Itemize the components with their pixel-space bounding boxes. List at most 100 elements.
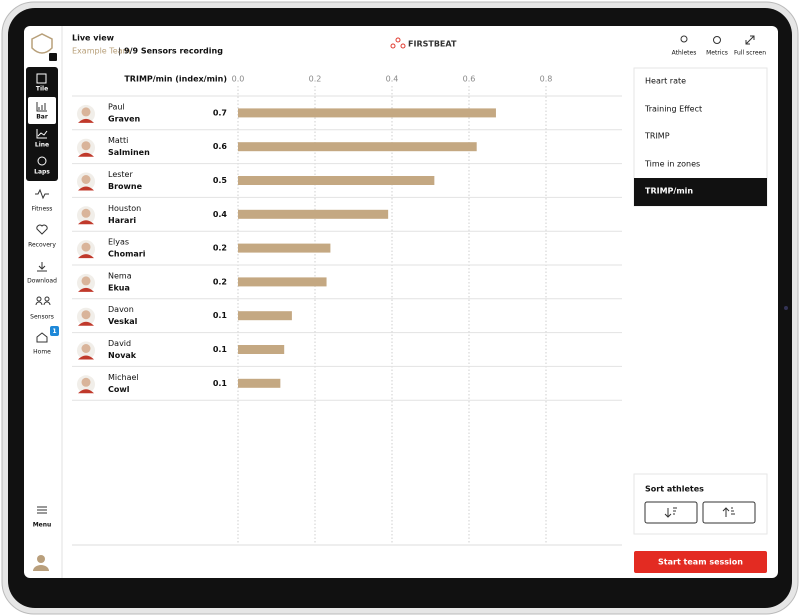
athlete-last-name: Novak	[108, 351, 137, 360]
chart-title: TRIMP/min (index/min)	[124, 75, 227, 84]
download-icon	[37, 262, 47, 272]
sensors-icon	[36, 296, 42, 302]
athlete-first-name: Nema	[108, 271, 132, 280]
start-session-button[interactable]	[634, 551, 767, 573]
athlete-avatar-shirt	[78, 287, 94, 292]
bar-icon	[36, 102, 47, 112]
home-badge	[50, 326, 59, 336]
athlete-avatar-face	[81, 107, 91, 117]
metric-option[interactable]: Heart rate	[645, 77, 686, 86]
athlete-last-name: Veskal	[108, 317, 138, 326]
athlete-avatar-face	[81, 344, 91, 353]
expand-button[interactable]	[49, 53, 57, 61]
athlete-last-name: Graven	[108, 114, 141, 123]
brand-logo	[390, 37, 406, 49]
x-tick-label: 0.0	[232, 75, 245, 84]
metric-option[interactable]: Time in zones	[644, 160, 700, 169]
sort-descending[interactable]	[644, 501, 698, 524]
athlete-avatar-face	[81, 141, 91, 151]
athlete-avatar-face	[81, 242, 91, 252]
nav-item[interactable]: Recovery	[28, 242, 56, 249]
nav-item[interactable]: Download	[27, 278, 57, 285]
bar	[238, 108, 496, 118]
menu-label[interactable]: Menu	[33, 522, 52, 529]
athlete-avatar-face	[81, 377, 91, 387]
recovery-icon	[36, 224, 48, 235]
view-tab[interactable]: Tile	[36, 86, 48, 93]
nav-item[interactable]: Fitness	[32, 206, 53, 213]
x-tick-label: 0.6	[463, 75, 476, 84]
sensor-status: 9/9 Sensors recording	[124, 47, 223, 56]
bar	[238, 378, 281, 388]
value-label: 0.7	[213, 108, 227, 117]
view-tab[interactable]: Line	[35, 142, 49, 149]
athlete-first-name: Elyas	[108, 238, 129, 247]
metric-option[interactable]: Training Effect	[644, 105, 702, 114]
view-tab[interactable]: Laps	[34, 169, 50, 176]
header-action[interactable]: Full screen	[734, 50, 766, 57]
x-tick-label: 0.4	[386, 75, 399, 84]
athlete-last-name: Harari	[108, 216, 136, 225]
sensors-icon	[44, 296, 50, 302]
sort-ascending[interactable]	[702, 501, 756, 524]
value-label: 0.6	[213, 142, 228, 151]
metric-option[interactable]: TRIMP	[644, 132, 670, 141]
fullscreen-icon	[745, 35, 755, 45]
home-icon	[36, 332, 48, 343]
athlete-last-name: Ekua	[108, 283, 130, 292]
view-tab[interactable]: Bar	[36, 114, 48, 121]
athlete-avatar-face	[81, 310, 91, 320]
bar	[238, 243, 331, 253]
athlete-last-name: Salminen	[108, 148, 150, 157]
home-badge-count: 1	[52, 328, 56, 335]
bar-chart: TRIMP/min (index/min) 0.0 0.2 0.4 0.6 0.8 Pau…	[72, 75, 622, 545]
app-logo[interactable]	[31, 33, 53, 54]
nav-item[interactable]: Sensors	[30, 314, 54, 321]
brand-name: FIRSTBEAT	[408, 40, 457, 49]
bar	[238, 209, 389, 219]
athlete-last-name: Cowl	[108, 385, 130, 394]
header-action[interactable]: Metrics	[706, 50, 728, 57]
sort-title: Sort athletes	[645, 485, 704, 494]
team-name[interactable]: Example Team	[72, 47, 131, 56]
value-label: 0.2	[213, 277, 227, 286]
athlete-avatar-face	[81, 276, 91, 286]
bar	[238, 176, 435, 185]
value-label: 0.1	[213, 311, 228, 320]
athlete-avatar-shirt	[78, 152, 94, 157]
bar	[238, 277, 327, 287]
start-session-label[interactable]: Start team session	[658, 558, 743, 567]
metrics-icon	[713, 36, 721, 44]
bar	[238, 142, 477, 152]
metric-option[interactable]: TRIMP/min	[645, 187, 693, 196]
nav-item[interactable]: Home	[33, 349, 51, 356]
camera	[784, 306, 788, 310]
athlete-avatar-shirt	[78, 254, 94, 259]
separator: |	[118, 47, 121, 56]
athlete-last-name: Browne	[108, 182, 143, 191]
line-icon	[36, 129, 48, 139]
x-tick-label: 0.2	[309, 75, 322, 84]
value-label: 0.5	[213, 176, 228, 185]
athlete-first-name: Michael	[108, 373, 139, 382]
x-tick-label: 0.8	[540, 75, 553, 84]
header-action[interactable]: Athletes	[672, 50, 697, 57]
user-avatar	[33, 565, 49, 571]
user-avatar[interactable]	[37, 555, 45, 563]
athlete-avatar-shirt	[78, 389, 94, 394]
athlete-first-name: Paul	[108, 102, 125, 111]
sort-desc-icon	[664, 507, 677, 518]
page-title: Live view	[72, 34, 115, 43]
value-label: 0.2	[213, 244, 227, 253]
bar	[238, 345, 285, 354]
athlete-avatar-shirt	[78, 118, 94, 123]
athlete-first-name: Lester	[108, 170, 133, 179]
athletes-icon	[680, 35, 688, 43]
sort-asc-icon	[722, 507, 735, 517]
metric-selected	[634, 178, 767, 206]
athlete-avatar-shirt	[78, 220, 94, 225]
athlete-avatar-shirt	[78, 321, 94, 326]
athlete-first-name: Houston	[108, 204, 141, 213]
athlete-first-name: Matti	[108, 136, 128, 145]
